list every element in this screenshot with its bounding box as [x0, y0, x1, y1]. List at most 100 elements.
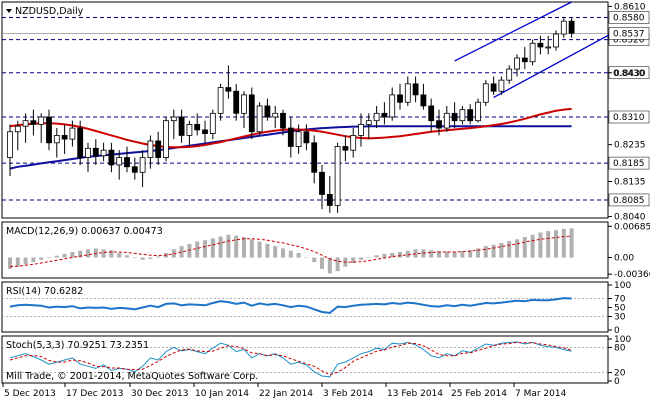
macd-histogram-bar	[39, 257, 44, 260]
stoch-k-line	[9, 341, 572, 378]
stoch-tick-label: 100	[614, 335, 631, 345]
level-label: 0.8310	[613, 113, 645, 123]
candle-body	[443, 112, 450, 129]
macd-tick-label: 0.00	[614, 254, 634, 264]
candle-body	[490, 83, 497, 92]
price-panel	[1, 1, 609, 219]
candle-body	[30, 120, 37, 125]
x-tick-label: 7 Mar 2014	[515, 389, 567, 399]
macd-histogram-bar	[530, 234, 535, 258]
macd-histogram-bar	[546, 231, 551, 258]
macd-histogram-bar	[226, 234, 231, 258]
macd-histogram-bar	[374, 255, 379, 258]
candle-body	[326, 194, 333, 206]
price-layer	[2, 1, 611, 213]
channel-lower-line	[493, 33, 611, 99]
macd-histogram-bar	[452, 251, 457, 258]
macd-histogram-bar	[437, 251, 441, 258]
macd-histogram-bar	[47, 257, 51, 259]
x-tick-label: 10 Jan 2014	[195, 389, 249, 399]
candle-body	[163, 120, 169, 158]
candle-body	[568, 20, 575, 34]
rsi-tick-label: 50	[614, 304, 626, 314]
candle-body	[529, 42, 536, 63]
rsi-tick-label: 0	[614, 326, 620, 336]
candle-body	[225, 87, 232, 92]
candle-body	[61, 135, 68, 140]
macd-histogram-bar	[23, 257, 28, 265]
macd-histogram-bar	[398, 252, 402, 258]
candle-body	[373, 112, 380, 122]
rsi-line	[9, 297, 572, 314]
candle-body	[498, 79, 505, 92]
macd-histogram-bar	[351, 257, 356, 263]
macd-histogram-bar	[210, 238, 215, 258]
candle-body	[46, 116, 52, 144]
candle-body	[428, 105, 435, 122]
macd-histogram-bar	[148, 257, 153, 259]
candle-body	[350, 135, 357, 151]
candle-body	[295, 131, 302, 147]
macd-histogram-bar	[70, 252, 75, 258]
candle-body	[521, 57, 528, 63]
candle-body	[303, 131, 310, 144]
candle-body	[287, 127, 294, 147]
candle-body	[108, 149, 115, 166]
macd-histogram-bar	[242, 237, 246, 258]
candle-body	[264, 105, 271, 118]
candle-body	[420, 94, 427, 107]
symbol-title: NZDUSD,Daily	[15, 6, 84, 17]
macd-histogram-bar	[554, 230, 558, 258]
candle-body	[334, 146, 341, 206]
channel-upper-line	[454, 1, 572, 62]
candle-body	[365, 120, 372, 125]
level-label: 0.8520	[613, 36, 645, 46]
candle-body	[209, 112, 216, 134]
macd-histogram-bar	[203, 240, 207, 258]
level-label: 0.8580	[613, 13, 645, 23]
macd-histogram-bar	[507, 241, 512, 258]
stoch-panel	[1, 335, 609, 384]
candle-body	[537, 42, 544, 48]
x-tick-label: 13 Feb 2014	[387, 389, 443, 399]
macd-histogram-bar	[468, 250, 473, 258]
macd-histogram-bar	[234, 235, 239, 258]
level-label-box	[608, 156, 650, 170]
candle-body	[69, 127, 76, 140]
current-price-label: 0.8537	[613, 29, 645, 39]
macd-histogram-bar	[327, 257, 332, 274]
x-tick-label: 3 Feb 2014	[323, 389, 374, 399]
macd-histogram-bar	[335, 257, 340, 272]
level-label: 0.8085	[613, 196, 645, 206]
candle-body	[404, 83, 411, 103]
macd-histogram-bar	[195, 241, 200, 258]
macd-histogram-bar	[156, 256, 161, 258]
candle-body	[92, 147, 99, 157]
candle-body	[170, 116, 177, 122]
candle-body	[280, 112, 286, 129]
candle-body	[459, 109, 466, 122]
macd-histogram-bar	[78, 250, 83, 258]
candle-body	[545, 46, 552, 49]
candle-body	[131, 166, 138, 173]
stoch-label: Stoch(5,3,3) 70.9251 73.2351	[6, 340, 149, 351]
candle-body	[311, 142, 318, 173]
candle-body	[178, 116, 185, 136]
dropdown-triangle-icon[interactable]	[6, 9, 12, 13]
candle-body	[217, 87, 224, 114]
candle-body	[233, 90, 240, 114]
candle-body	[139, 157, 146, 173]
candle-body	[475, 101, 481, 122]
level-label-box	[608, 110, 650, 124]
macd-histogram-bar	[429, 250, 434, 258]
candle-body	[241, 94, 247, 114]
candle-body	[53, 135, 60, 144]
macd-histogram-bar	[288, 250, 293, 258]
stoch-d-line	[9, 341, 572, 376]
macd-histogram-bar	[101, 249, 106, 258]
macd-histogram-bar	[54, 255, 59, 258]
stoch-tick-label: 0	[614, 377, 620, 387]
macd-histogram-bar	[15, 257, 20, 267]
macd-histogram-bar	[31, 257, 36, 263]
